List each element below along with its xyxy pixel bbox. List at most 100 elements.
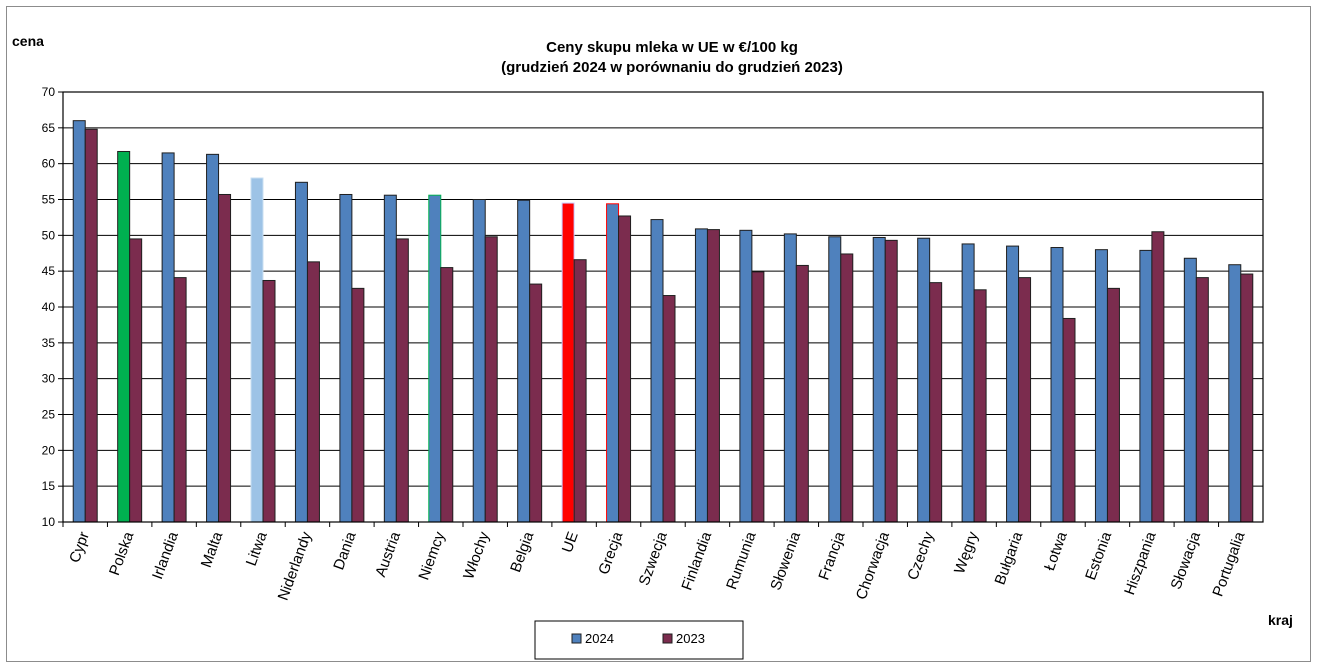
y-tick-label: 15: [42, 479, 56, 493]
legend-label: 2023: [676, 631, 705, 646]
plot-area-border: [62, 91, 1264, 523]
bar-2023: [129, 238, 143, 523]
bar-2023: [573, 259, 587, 523]
y-tick-label: 20: [42, 443, 56, 457]
x-tick-label: Dania: [330, 529, 360, 572]
y-axis-title: cena: [12, 33, 44, 49]
x-tick-label: Austria: [372, 529, 404, 579]
y-tick-label: 40: [42, 300, 56, 314]
x-tick-label: Rumunia: [723, 529, 760, 592]
bar-2024: [961, 243, 975, 523]
x-tick-label: Niemcy: [415, 529, 448, 582]
x-tick-label: Szwecja: [636, 529, 671, 588]
bar-2024: [1006, 245, 1020, 523]
bar-2024: [650, 219, 664, 523]
x-tick-label: Włochy: [460, 529, 493, 581]
bar-2023: [351, 287, 365, 523]
bar-2024: [739, 229, 753, 523]
bar-2023: [1018, 277, 1032, 523]
bar-2023: [1106, 287, 1120, 523]
bar-2023: [1195, 277, 1209, 523]
bar-2024: [828, 236, 842, 523]
bar-2023: [306, 261, 320, 523]
legend-box: [534, 620, 744, 660]
bar-2024: [206, 153, 220, 523]
bar-2024: [294, 181, 308, 523]
bar-2023: [795, 264, 809, 523]
bar-2024: [383, 194, 397, 523]
bar-2024: [117, 150, 131, 523]
bar-2023: [529, 283, 543, 523]
bars: [72, 120, 1254, 523]
bar-2023: [1151, 231, 1165, 523]
legend-swatch: [571, 633, 582, 644]
y-tick-label: 60: [42, 157, 56, 171]
bar-2024: [694, 228, 708, 523]
x-tick-label: Cypr: [66, 530, 93, 566]
x-tick-label: Niderlandy: [275, 529, 316, 603]
y-tick-label: 30: [42, 372, 56, 386]
bar-2023: [173, 277, 187, 523]
bar-2023: [484, 236, 498, 523]
bar-2023: [618, 215, 632, 523]
bar-2024: [339, 193, 353, 523]
bar-2024: [517, 199, 531, 523]
bar-2024: [872, 236, 886, 523]
x-tick-label: Węgry: [951, 529, 982, 576]
bar-2023: [440, 267, 454, 523]
y-tick-label: 10: [42, 515, 56, 529]
bar-2023: [395, 238, 409, 523]
bar-2023: [262, 279, 276, 523]
x-tick-label: Słowenia: [767, 529, 804, 593]
legend-label: 2024: [585, 631, 614, 646]
legend-swatch: [662, 633, 673, 644]
bar-2024: [1094, 249, 1108, 523]
y-tick-label: 50: [42, 228, 56, 242]
x-tick-label: Bułgaria: [992, 529, 1027, 587]
bar-2024: [1139, 249, 1153, 523]
bar-2024: [1228, 264, 1242, 523]
bar-2023: [1240, 273, 1254, 523]
bar-2023: [84, 128, 98, 523]
bar-2023: [840, 253, 854, 523]
x-tick-label: Litwa: [243, 529, 271, 568]
y-tick-label: 55: [42, 193, 56, 207]
x-tick-label: Belgia: [507, 529, 537, 575]
bar-2024: [472, 199, 486, 523]
y-tick-label: 35: [42, 336, 56, 350]
bar-2023: [884, 239, 898, 523]
bar-2023: [706, 229, 720, 523]
bar-2023: [751, 271, 765, 523]
x-tick-label: Chorwacja: [853, 529, 893, 602]
chart-title: Ceny skupu mleka w UE w €/100 kg: [546, 39, 798, 56]
bar-2024: [917, 237, 931, 523]
x-tick-label: Grecja: [595, 529, 626, 577]
x-tick-label: Finlandia: [678, 529, 715, 593]
x-tick-label: Łotwa: [1041, 529, 1071, 573]
y-tick-label: 45: [42, 264, 56, 278]
bar-2023: [973, 289, 987, 523]
x-axis-title: kraj: [1268, 612, 1293, 628]
legend: 2024 2023: [534, 620, 744, 660]
y-tick-label: 25: [42, 408, 56, 422]
x-tick-label: Malta: [198, 529, 227, 570]
bar-2024: [72, 120, 86, 523]
y-tick-label: 70: [42, 85, 56, 99]
x-tick-label: Francja: [815, 529, 848, 582]
x-tick-label: Irlandia: [149, 529, 182, 582]
x-tick-label: Czechy: [904, 529, 937, 582]
x-tick-label: Portugalia: [1209, 529, 1248, 599]
bar-2024: [1183, 257, 1197, 523]
x-tick-label: Słowacja: [1168, 529, 1205, 592]
x-tick-label: Estonia: [1082, 529, 1115, 582]
bar-2023: [662, 295, 676, 523]
x-tick-label: Hiszpania: [1121, 529, 1160, 597]
bar-2024: [783, 233, 797, 523]
bar-2023: [218, 193, 232, 523]
bar-2024: [250, 177, 264, 523]
y-tick-label: 65: [42, 121, 56, 135]
bar-2023: [929, 282, 943, 523]
bar-2023: [1062, 317, 1076, 523]
chart-frame: [6, 6, 1311, 662]
